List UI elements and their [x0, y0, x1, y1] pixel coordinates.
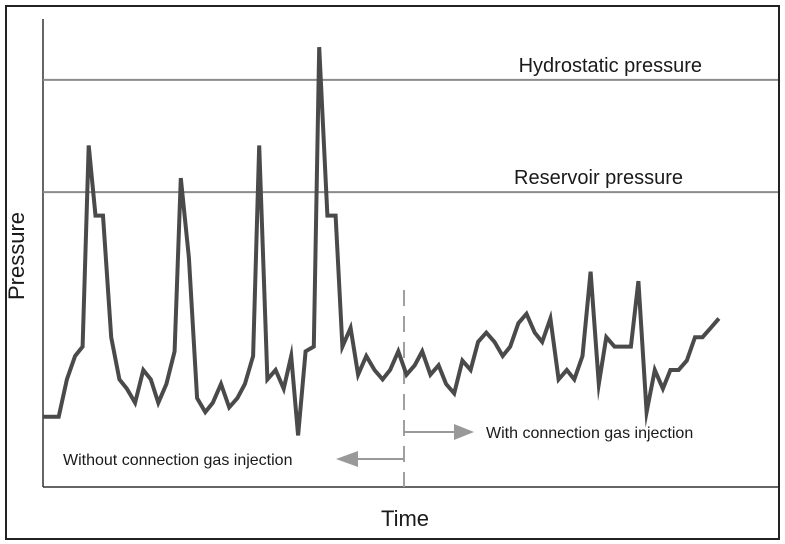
y-axis-label: Pressure [4, 212, 29, 300]
reservoir-pressure-label: Reservoir pressure [514, 167, 683, 189]
left-arrow-head [336, 451, 358, 467]
pressure-line-0 [43, 47, 721, 436]
pressure-series [43, 47, 721, 436]
outer-border [5, 5, 780, 540]
right-arrow-head [454, 424, 474, 440]
without-injection-label: Without connection gas injection [63, 452, 292, 469]
with-injection-label: With connection gas injection [486, 425, 693, 442]
hydrostatic-pressure-label: Hydrostatic pressure [519, 55, 702, 77]
x-axis-label: Time [381, 506, 429, 531]
